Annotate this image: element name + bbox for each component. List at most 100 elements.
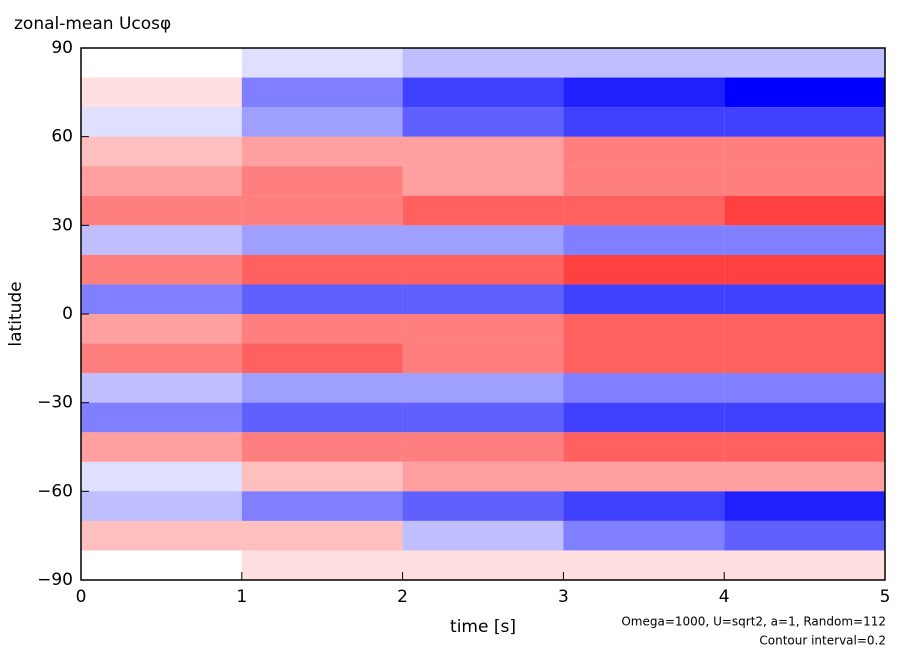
heat-cell [402, 77, 564, 108]
heat-cell [81, 461, 242, 492]
heat-cell [563, 491, 725, 521]
heat-cell [241, 373, 403, 403]
heat-cell [402, 254, 564, 285]
x-tick-label: 5 [880, 587, 891, 607]
heat-cell [241, 166, 403, 196]
heat-cell [563, 195, 725, 226]
heat-cell [563, 520, 725, 551]
heat-cell [402, 195, 564, 226]
note: Omega=1000, U=sqrt2, a=1, Random=112 [621, 615, 886, 629]
heat-cell [724, 48, 885, 78]
heat-cell [724, 107, 885, 137]
heat-cell [81, 195, 242, 226]
heat-cell [81, 254, 242, 285]
heat-cell [81, 107, 242, 137]
x-tick-label: 0 [76, 587, 87, 607]
heat-cell [402, 520, 564, 551]
heat-cell [724, 284, 885, 314]
x-tick-label: 3 [558, 587, 569, 607]
heat-cell [81, 77, 242, 108]
heat-cell [402, 402, 564, 433]
heat-cell [402, 284, 564, 314]
note: Contour interval=0.2 [759, 634, 886, 648]
heat-cell [241, 343, 403, 374]
heat-cell [241, 314, 403, 344]
heat-cell [563, 343, 725, 374]
heat-cell [563, 284, 725, 314]
x-tick-label: 2 [397, 587, 408, 607]
heat-cell [241, 107, 403, 137]
x-axis-label: time [s] [450, 617, 516, 637]
heat-cell [402, 314, 564, 344]
heat-cell [724, 254, 885, 285]
heat-cell [81, 373, 242, 403]
heat-cell [81, 314, 242, 344]
heat-cell [402, 550, 564, 580]
heat-cell [241, 491, 403, 521]
heat-cell [724, 373, 885, 403]
heat-cell [563, 77, 725, 108]
heat-cell [402, 48, 564, 78]
heat-cell [241, 284, 403, 314]
heat-cell [81, 491, 242, 521]
heat-cell [563, 373, 725, 403]
heat-cell [563, 166, 725, 196]
heat-cell [563, 461, 725, 492]
heat-cell [563, 107, 725, 137]
heat-cell [724, 520, 885, 551]
heat-cell [241, 136, 403, 167]
heat-cell [724, 314, 885, 344]
heat-cell [563, 136, 725, 167]
heat-cell [402, 432, 564, 462]
y-tick-label: −60 [37, 481, 73, 501]
heat-cell [241, 402, 403, 433]
heat-cell [81, 432, 242, 462]
heat-cell [241, 77, 403, 108]
heat-cell [563, 314, 725, 344]
chart-title: zonal-mean Ucosφ [14, 14, 171, 34]
heat-cell [724, 195, 885, 226]
heat-cell [241, 48, 403, 78]
y-axis-label: latitude [6, 281, 26, 346]
heat-cell [402, 166, 564, 196]
heat-cell [81, 402, 242, 433]
heat-cell [724, 166, 885, 196]
heat-cell [724, 550, 885, 580]
y-tick-label: 30 [51, 215, 73, 235]
heat-cell [81, 136, 242, 167]
heat-cell [402, 225, 564, 255]
heat-cell [724, 225, 885, 255]
y-tick-label: −30 [37, 393, 73, 413]
heat-cell [81, 166, 242, 196]
heat-cell [724, 402, 885, 433]
y-tick-label: 0 [62, 304, 73, 324]
heat-cell [81, 343, 242, 374]
heat-cell [563, 550, 725, 580]
heat-cell [724, 432, 885, 462]
y-tick-label: 60 [51, 127, 73, 147]
heat-cell [241, 254, 403, 285]
heat-cell [724, 461, 885, 492]
heat-cell [724, 491, 885, 521]
heat-cell [563, 225, 725, 255]
heat-cell [563, 254, 725, 285]
heat-cell [402, 373, 564, 403]
heat-cell [81, 520, 242, 551]
heat-cell [402, 461, 564, 492]
heat-cell [81, 550, 242, 580]
heat-cell [241, 432, 403, 462]
heat-cell [241, 550, 403, 580]
heat-cell [81, 48, 242, 78]
heat-cell [724, 77, 885, 108]
heat-cell [81, 284, 242, 314]
x-tick-label: 4 [719, 587, 730, 607]
x-tick-label: 1 [236, 587, 247, 607]
heat-cell [724, 136, 885, 167]
heat-cell [724, 343, 885, 374]
heat-cell [563, 432, 725, 462]
heat-cell [241, 520, 403, 551]
heat-cell [81, 225, 242, 255]
heat-cell [402, 343, 564, 374]
heat-cell [563, 48, 725, 78]
